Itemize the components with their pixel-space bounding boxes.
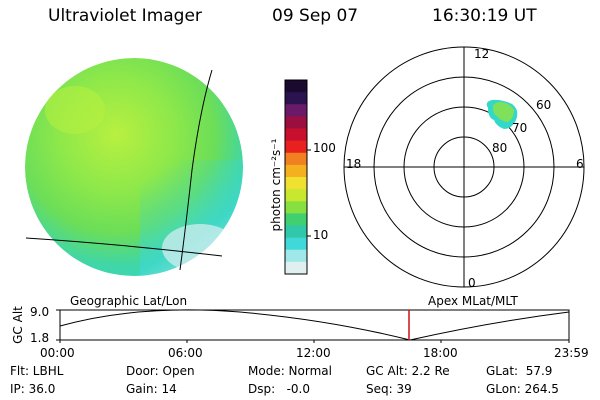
observation-time: 16:30:19 UT bbox=[432, 6, 537, 26]
status-dsp: Dsp: -0.0 bbox=[248, 382, 311, 396]
colorbar-cell bbox=[285, 213, 307, 227]
polar-mlt-6: 6 bbox=[576, 157, 584, 171]
geographic-label: Geographic Lat/Lon bbox=[70, 294, 188, 308]
polar-mlt-0: 0 bbox=[468, 276, 476, 290]
status-seq: Seq: 39 bbox=[366, 382, 412, 396]
status-mode: Mode: Normal bbox=[248, 364, 332, 378]
polar-lat-60: 60 bbox=[536, 98, 552, 112]
status-door: Door: Open bbox=[126, 364, 195, 378]
timeline-tick-1200: 12:00 bbox=[296, 346, 331, 360]
polar-mlt-12: 12 bbox=[474, 47, 490, 61]
polar-lat-70: 70 bbox=[512, 121, 528, 135]
globe-parallel-line bbox=[25, 237, 223, 257]
timeline-tick-2359: 23:59 bbox=[554, 346, 589, 360]
timeline-tick-1800: 18:00 bbox=[423, 346, 458, 360]
timeline-ybottom: 1.8 bbox=[30, 331, 50, 345]
colorbar-cell bbox=[285, 140, 307, 154]
colorbar-cell bbox=[285, 116, 307, 130]
colorbar-cell bbox=[285, 225, 307, 239]
colorbar-unit-label: photon cm⁻²s⁻¹ bbox=[269, 138, 283, 232]
timeline-tick-0000: 00:00 bbox=[40, 346, 75, 360]
apex-label: Apex MLat/MLT bbox=[428, 294, 518, 308]
colorbar-tick-100: 100 bbox=[313, 141, 336, 155]
status-glon: GLon: 264.5 bbox=[486, 382, 559, 396]
polar-mlt-18: 18 bbox=[346, 157, 362, 171]
aurora-blob bbox=[492, 102, 514, 122]
colorbar-cell bbox=[285, 189, 307, 202]
colorbar-cell bbox=[285, 104, 307, 117]
colorbar-tick-10: 10 bbox=[313, 228, 329, 242]
status-gc-alt: GC Alt: 2.2 Re bbox=[366, 364, 450, 378]
timeline-ytop: 9.0 bbox=[30, 305, 50, 319]
colorbar-cell bbox=[285, 237, 307, 251]
colorbar-cell bbox=[285, 164, 307, 178]
colorbar-cell bbox=[285, 177, 307, 190]
instrument-title: Ultraviolet Imager bbox=[48, 6, 202, 26]
observation-date: 09 Sep 07 bbox=[272, 6, 359, 26]
altitude-curve bbox=[59, 309, 570, 341]
status-gain: Gain: 14 bbox=[126, 382, 177, 396]
polar-ring-outer bbox=[343, 46, 585, 288]
timeline-ylabel: GC Alt bbox=[11, 306, 25, 344]
polar-lat-80: 80 bbox=[492, 141, 508, 155]
colorbar-cell bbox=[285, 261, 307, 275]
colorbar-cell bbox=[285, 152, 307, 166]
colorbar-cell bbox=[285, 201, 307, 214]
colorbar-cell bbox=[285, 249, 307, 263]
colorbar-cell bbox=[285, 80, 307, 93]
status-filter: Flt: LBHL bbox=[10, 364, 64, 378]
status-ip: IP: 36.0 bbox=[10, 382, 56, 396]
timeline-tick-0600: 06:00 bbox=[168, 346, 203, 360]
polar-ring-70 bbox=[403, 106, 525, 228]
status-glat: GLat: 57.9 bbox=[486, 364, 553, 378]
colorbar-cell bbox=[285, 128, 307, 142]
colorbar-cell bbox=[285, 92, 307, 105]
globe-meridian-line bbox=[179, 69, 213, 271]
polar-ring-80 bbox=[433, 136, 495, 198]
polar-ring-60 bbox=[373, 76, 555, 258]
